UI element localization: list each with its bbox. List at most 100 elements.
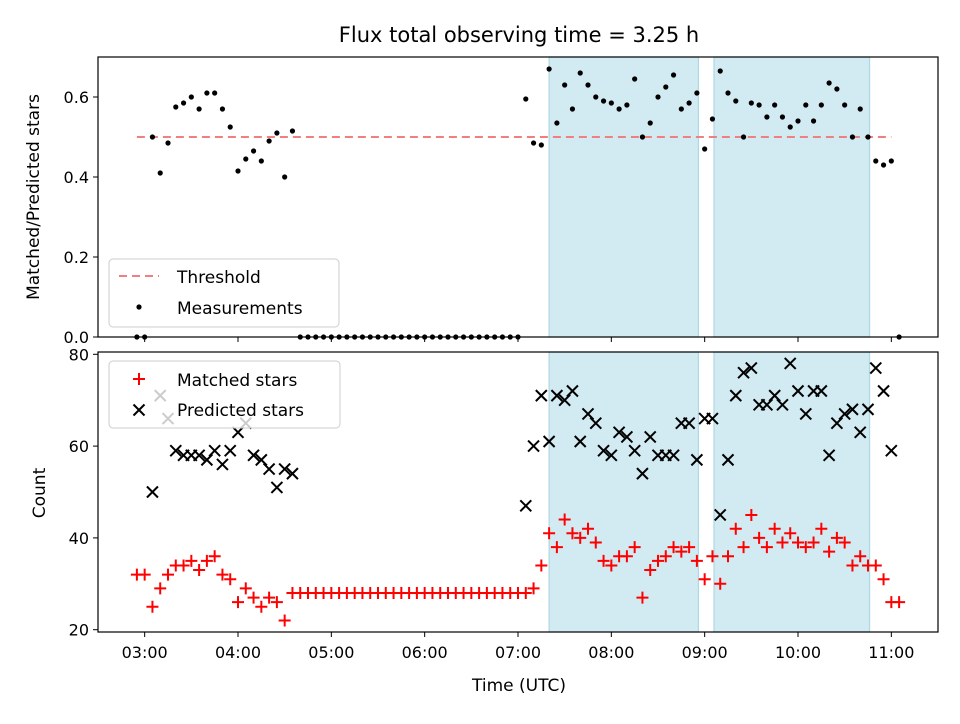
legend-threshold-label: Threshold <box>176 268 261 288</box>
matched-star-point <box>683 541 696 554</box>
predicted-star-point <box>605 449 618 462</box>
matched-star-point <box>807 536 820 549</box>
measurement-point <box>873 158 879 164</box>
measurement-point <box>227 124 233 130</box>
matched-star-point <box>263 591 276 604</box>
measurement-point <box>880 162 887 168</box>
measurement-point <box>888 158 894 164</box>
matched-star-point <box>652 554 664 567</box>
predicted-star-point <box>737 366 750 379</box>
measurement-point <box>694 90 700 96</box>
predicted-star-point <box>620 430 634 444</box>
measurement-point <box>523 96 529 102</box>
measurement-point <box>562 82 568 88</box>
predicted-star-point <box>799 407 812 421</box>
measurement-point <box>655 94 661 100</box>
matched-star-point <box>675 545 688 558</box>
legend-measurements-label: Measurements <box>177 299 303 319</box>
matched-star-point <box>620 550 633 563</box>
measurement-point <box>289 128 296 134</box>
bottom-axes: 20 40 60 80 03:00 04:00 05:00 06:00 07:00 08:00 09… <box>69 345 939 662</box>
predicted-star-point <box>519 499 532 512</box>
top-y-tick-label: 0.4 <box>64 168 89 187</box>
measurement-point <box>530 140 537 146</box>
matched-star-point <box>776 536 789 549</box>
measurement-point <box>803 102 809 108</box>
bottom-y-tick-label: 60 <box>69 437 89 456</box>
bottom-y-tick-label: 80 <box>69 345 89 364</box>
measurement-point <box>219 106 226 112</box>
measurement-point <box>608 100 614 106</box>
bottom-x-tick-label: 06:00 <box>402 643 448 662</box>
matched-star-point <box>162 568 174 581</box>
bottom-x-tick-label: 09:00 <box>682 643 728 662</box>
predicted-star-point <box>667 449 680 462</box>
measurement-point <box>764 114 770 120</box>
predicted-star-point <box>169 444 182 457</box>
legend-predicted-swatch <box>132 403 146 417</box>
matched-star-point <box>745 508 758 521</box>
measurement-point <box>826 80 832 86</box>
matched-star-point <box>636 591 649 604</box>
top-y-tick-label: 0.2 <box>64 248 89 267</box>
matched-star-point <box>270 596 283 609</box>
chart-title: Flux total observing time = 3.25 h <box>339 23 699 47</box>
measurement-point <box>157 170 163 176</box>
measurement-point <box>243 156 249 162</box>
predicted-star-point <box>690 453 704 467</box>
measurement-point <box>740 134 747 140</box>
predicted-star-point <box>262 462 276 476</box>
matched-star-point <box>854 550 867 563</box>
measurement-point <box>149 134 156 140</box>
predicted-star-point <box>286 467 299 480</box>
predicted-star-point <box>877 384 890 398</box>
predicted-star-point <box>838 407 851 421</box>
matched-star-point <box>232 596 244 609</box>
matched-star-point <box>792 536 804 549</box>
measurement-point <box>818 102 824 108</box>
predicted-star-point <box>597 444 610 457</box>
measurement-point <box>538 142 544 148</box>
bottom-x-tick-label: 08:00 <box>588 643 634 662</box>
measurement-point <box>188 94 194 100</box>
matched-star-point <box>628 541 641 554</box>
measurement-point <box>756 102 762 108</box>
predicted-star-point <box>854 426 867 439</box>
predicted-star-point <box>628 444 641 457</box>
predicted-star-point <box>566 384 579 398</box>
bottom-y-axis-label: Count <box>30 467 50 518</box>
predicted-star-point <box>721 453 735 467</box>
matched-star-point <box>667 541 680 554</box>
measurement-point <box>857 106 863 112</box>
measurement-point <box>196 106 202 112</box>
measurement-point <box>702 146 708 152</box>
matched-star-point <box>550 541 563 554</box>
measurement-point <box>258 158 264 164</box>
measurement-point <box>554 120 560 126</box>
predicted-star-point <box>815 384 828 398</box>
bottom-frame <box>97 351 939 633</box>
predicted-star-point <box>612 426 626 439</box>
predicted-star-point <box>869 361 882 375</box>
predicted-star-point <box>861 403 875 416</box>
measurement-point <box>180 100 187 106</box>
predicted-star-point <box>247 449 260 462</box>
measurement-point <box>577 70 583 76</box>
measurement-point <box>733 98 739 104</box>
predicted-star-point <box>270 481 284 494</box>
measurement-point <box>616 106 622 112</box>
measurement-point <box>849 134 856 140</box>
predicted-star-point <box>745 361 758 375</box>
matched-star-point <box>582 522 594 535</box>
predicted-star-point <box>644 430 657 444</box>
matched-star-point <box>605 559 618 572</box>
predicted-star-point <box>706 412 719 425</box>
measurement-point <box>235 168 241 174</box>
measurement-point <box>173 104 179 110</box>
predicted-star-point <box>527 439 540 453</box>
matched-star-point <box>216 568 229 581</box>
matched-star-point <box>566 527 579 540</box>
legend-matched-swatch <box>133 373 145 385</box>
matched-star-point <box>138 568 151 581</box>
